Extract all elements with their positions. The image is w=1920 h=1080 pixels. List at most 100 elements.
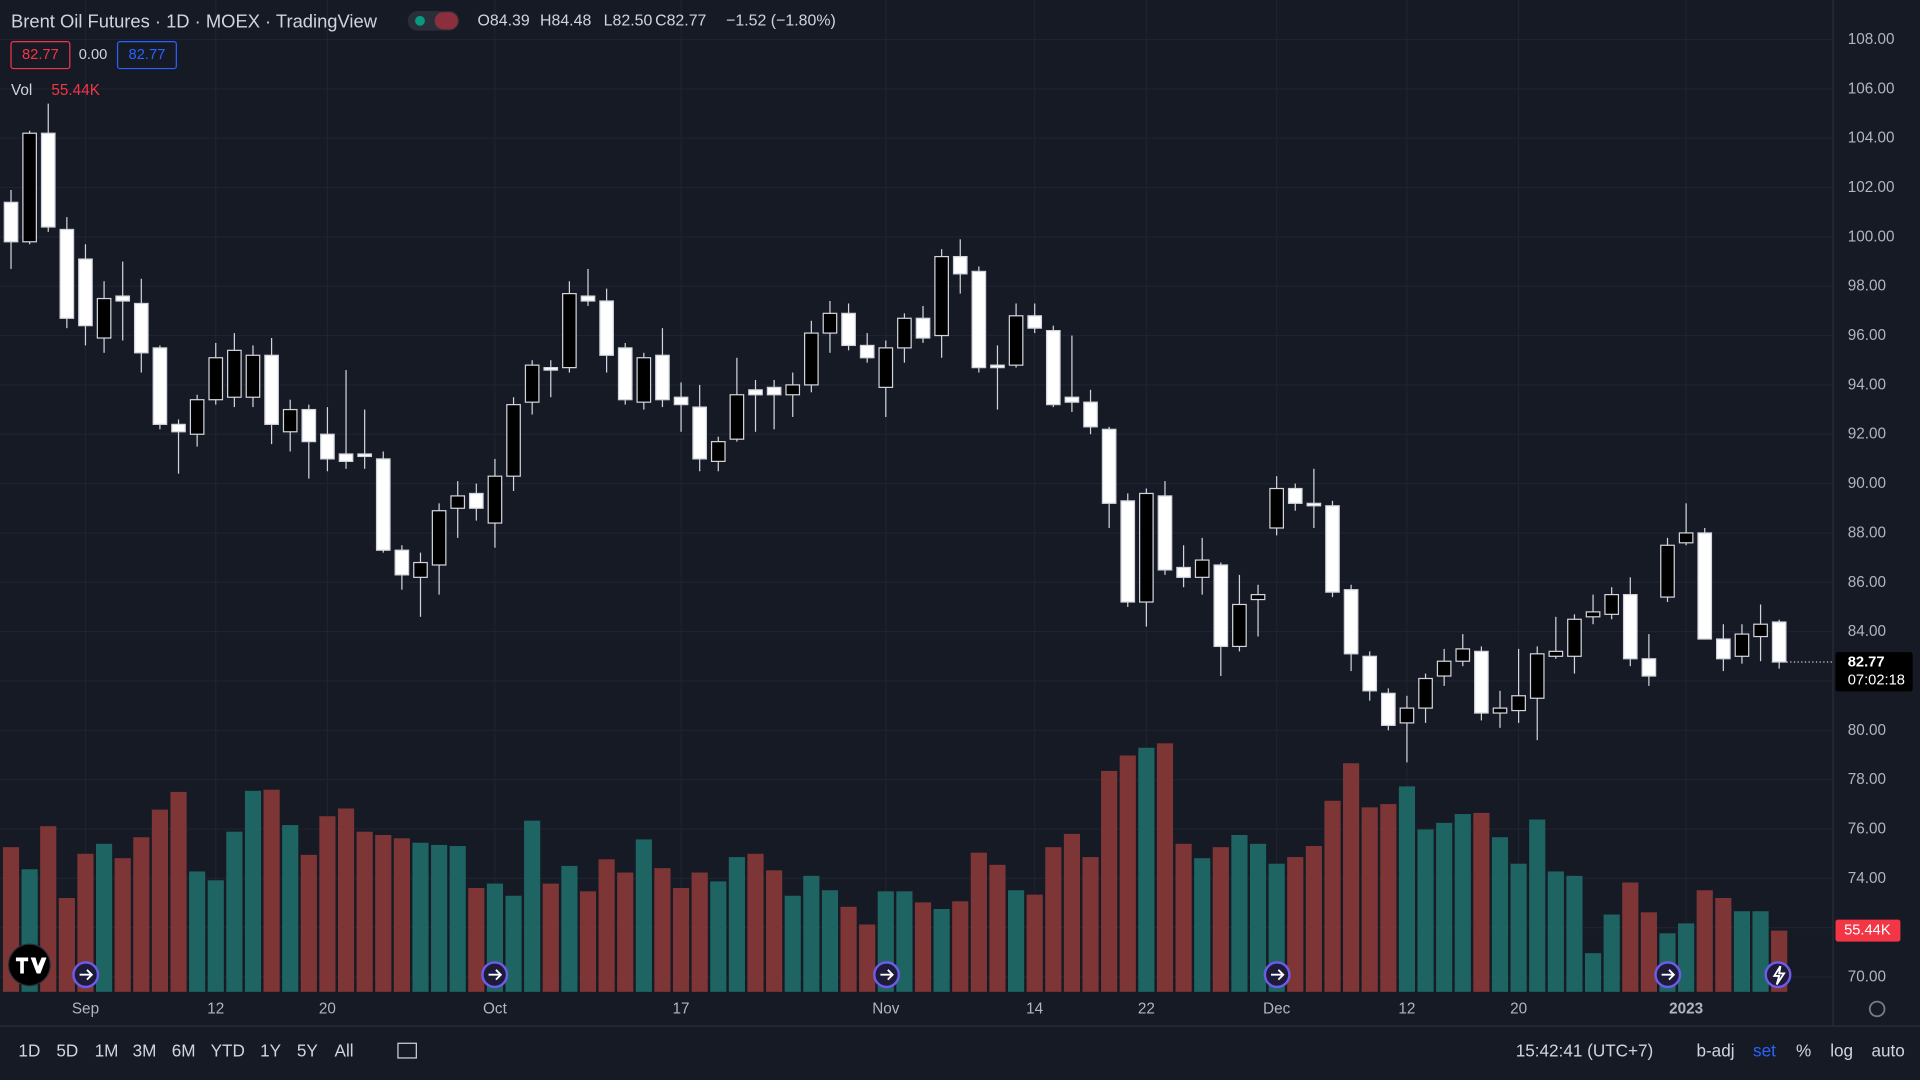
volume-bar <box>1454 814 1471 992</box>
volume-bar <box>859 924 876 992</box>
range-button[interactable]: 3M <box>133 1041 157 1061</box>
candle-body <box>1455 648 1471 662</box>
candle-body <box>1418 677 1433 709</box>
candle-body <box>1567 618 1582 657</box>
range-button[interactable]: 1Y <box>260 1041 282 1061</box>
candle-body <box>524 364 540 403</box>
volume-bar <box>1287 857 1304 992</box>
candle-body <box>1622 593 1638 660</box>
candle-body <box>1027 315 1043 329</box>
candle-body <box>78 258 93 327</box>
volume-bar <box>579 891 597 992</box>
y-tick-label: 74.00 <box>1848 870 1886 887</box>
candle-body <box>431 510 447 566</box>
bottom-toolbar: 1D 5D 1M 3M 6M YTD 1Y 5Y All 15:42:41 (UTC+7) b-ad… <box>18 1041 1904 1061</box>
x-tick-label: 12 <box>1398 1000 1415 1017</box>
candle-body <box>599 300 614 356</box>
volume-bar <box>319 816 336 992</box>
volume-bar <box>803 875 820 992</box>
y-tick-label: 94.00 <box>1848 376 1886 393</box>
x-tick-label: 12 <box>207 1000 224 1017</box>
range-button[interactable]: All <box>335 1041 354 1061</box>
candle-body <box>990 364 1005 369</box>
volume-bar <box>1417 829 1434 992</box>
bid-box[interactable] <box>10 41 71 70</box>
volume-bar <box>1678 923 1695 992</box>
candle-body <box>934 255 949 337</box>
scale-option[interactable]: % <box>1796 1041 1811 1061</box>
volume-bar <box>77 853 94 992</box>
y-tick-label: 106.00 <box>1848 80 1895 97</box>
legend-change: −1.52 (−1.80%) <box>726 12 836 29</box>
volume-bar <box>1119 755 1136 992</box>
scale-option[interactable]: log <box>1830 1041 1853 1061</box>
volume-bar <box>933 908 950 992</box>
candle-body <box>1660 544 1675 598</box>
volume-bar <box>1640 912 1657 992</box>
candle-body <box>1362 655 1378 692</box>
range-button[interactable]: 1D <box>18 1041 40 1061</box>
x-tick-label: 14 <box>1026 1000 1044 1017</box>
chart-title[interactable]: Brent Oil Futures · 1D · MOEX · TradingV… <box>11 10 378 31</box>
range-button[interactable]: YTD <box>211 1041 245 1061</box>
candle-body <box>803 332 819 386</box>
event-glyph <box>1772 965 1786 985</box>
y-tick-label: 70.00 <box>1848 969 1886 986</box>
volume-tag-label: 55.44K <box>1844 923 1891 939</box>
y-tick-label: 80.00 <box>1848 722 1886 739</box>
volume-bar <box>728 857 745 992</box>
volume-bar <box>1398 786 1416 992</box>
volume-bar <box>1696 890 1713 992</box>
volume-bar <box>58 897 75 992</box>
candle-body <box>320 433 335 460</box>
range-button[interactable]: 5Y <box>297 1041 319 1061</box>
scale-option[interactable]: b-adj <box>1696 1041 1734 1061</box>
range-button[interactable]: 1M <box>95 1041 119 1061</box>
candle-body <box>301 408 317 443</box>
volume-bar <box>1063 833 1080 992</box>
clock[interactable]: 15:42:41 (UTC+7) <box>1516 1041 1654 1061</box>
candle-body <box>1176 566 1191 578</box>
y-tick-label: 102.00 <box>1848 179 1895 196</box>
candles <box>3 103 1787 763</box>
volume-bar <box>989 864 1006 992</box>
ask-box[interactable] <box>116 41 177 70</box>
volume-bar <box>524 820 541 992</box>
volume-bar <box>1045 847 1062 992</box>
volume-bar <box>1491 837 1509 992</box>
volume-bar <box>840 906 857 992</box>
volume-bar <box>1324 800 1341 992</box>
volume-bar <box>1436 822 1453 992</box>
volume-bar <box>1175 843 1192 992</box>
candle-body <box>543 367 559 371</box>
event-glyph <box>488 969 503 981</box>
range-button[interactable]: 5D <box>56 1041 78 1061</box>
y-tick-label: 78.00 <box>1848 771 1886 788</box>
calendar <box>397 1042 417 1059</box>
candle-body <box>282 408 298 433</box>
settings-icon[interactable] <box>1868 1000 1886 1018</box>
event-icon[interactable] <box>1764 961 1792 989</box>
candle-body <box>1697 532 1713 640</box>
logo-bg <box>7 943 51 987</box>
scale-option[interactable]: auto <box>1871 1041 1904 1061</box>
volume-bar <box>1231 834 1248 992</box>
volume-bar <box>300 854 317 992</box>
candle-body <box>3 201 19 243</box>
candle-body <box>766 386 782 396</box>
candle-body <box>1678 532 1694 544</box>
candle-body <box>617 347 633 401</box>
volume-bar <box>654 868 671 992</box>
range-button[interactable]: 6M <box>172 1041 196 1061</box>
candle-body <box>1492 707 1508 714</box>
spread: 0.00 <box>79 47 108 63</box>
candle-body <box>1548 650 1564 657</box>
candle-body <box>1139 492 1154 603</box>
calendar-icon[interactable] <box>397 1042 417 1059</box>
scale-option[interactable]: set <box>1753 1041 1776 1061</box>
candle-body <box>59 228 75 319</box>
tv-logo[interactable] <box>7 943 51 987</box>
x-tick-label: 22 <box>1138 1000 1155 1017</box>
price-tag <box>1835 652 1913 692</box>
market-toggle[interactable] <box>407 11 460 31</box>
